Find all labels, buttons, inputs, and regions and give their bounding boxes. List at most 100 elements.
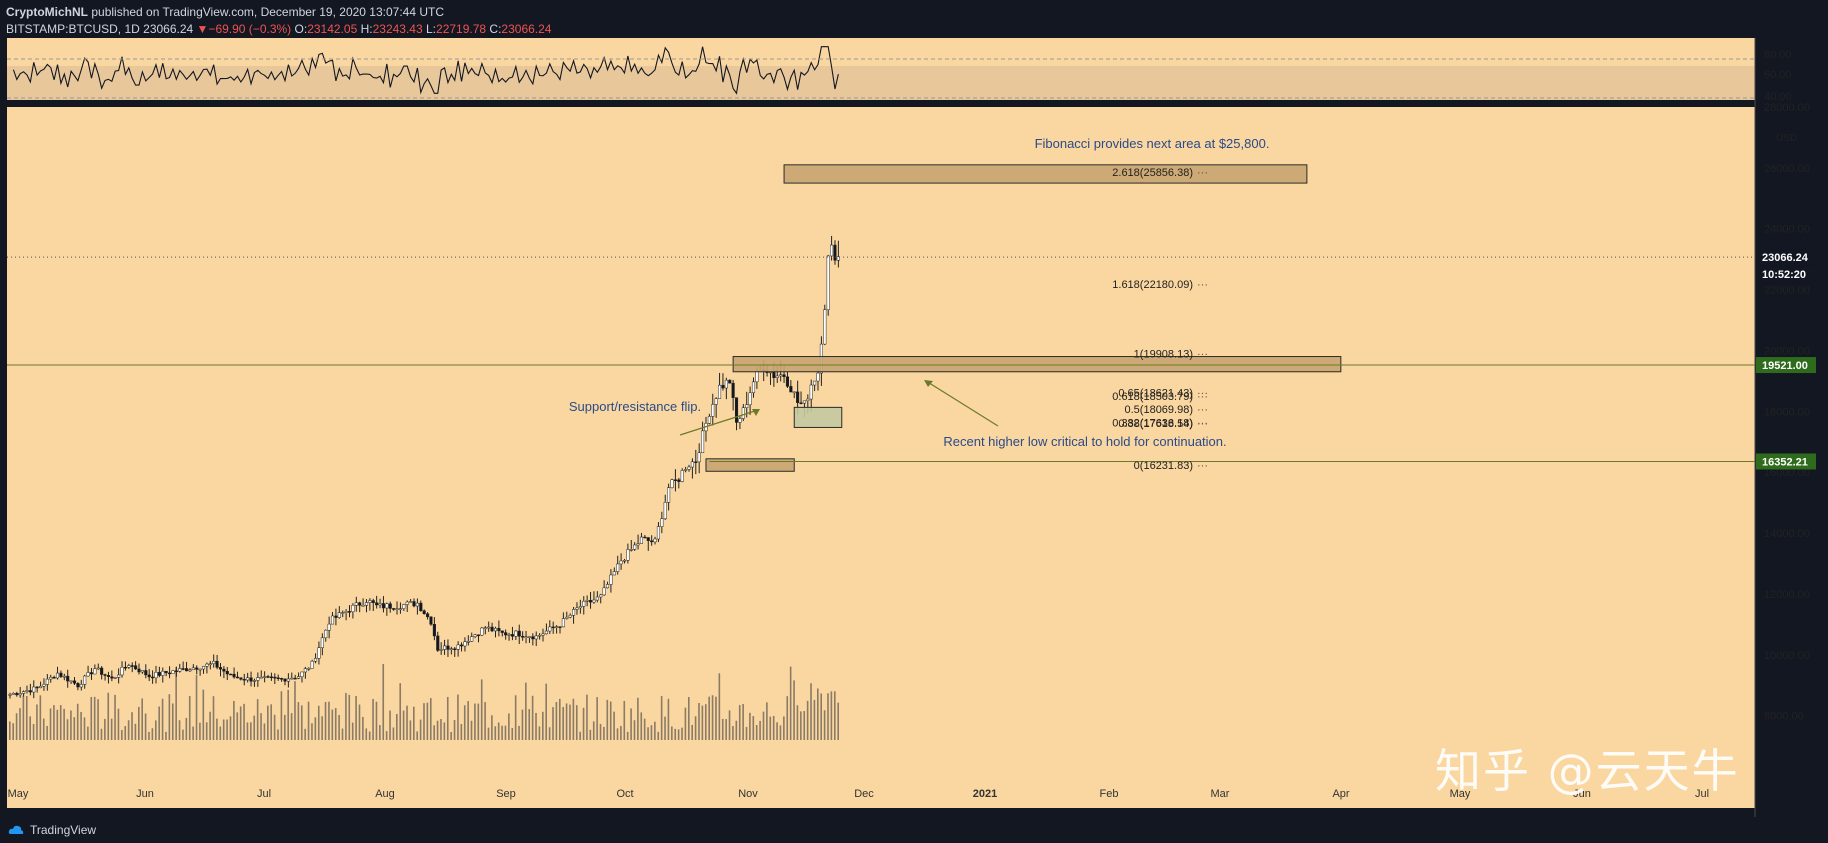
candle-up bbox=[470, 636, 474, 642]
volume-bar bbox=[294, 681, 296, 740]
candle-up bbox=[483, 627, 487, 629]
volume-bar bbox=[148, 731, 150, 740]
volume-bar bbox=[379, 725, 381, 740]
arrow-sr-flip bbox=[679, 409, 759, 436]
candle-down bbox=[35, 686, 39, 689]
candle-up bbox=[83, 675, 87, 685]
candle-up bbox=[738, 418, 742, 423]
volume-bar bbox=[42, 718, 45, 740]
volume-bar bbox=[606, 699, 609, 740]
candle-down bbox=[728, 379, 732, 384]
volume-bar bbox=[171, 703, 174, 740]
price-tick: 20000.00 bbox=[1764, 345, 1810, 357]
volume-bar bbox=[514, 695, 517, 740]
candle-down bbox=[195, 667, 199, 670]
candle-up bbox=[361, 604, 365, 607]
volume-bar bbox=[433, 725, 435, 740]
support-zone bbox=[705, 458, 795, 472]
volume-bar bbox=[650, 725, 653, 740]
volume-bar bbox=[494, 726, 497, 740]
month-tick: 2021 bbox=[973, 788, 997, 800]
candle-up bbox=[755, 370, 759, 383]
candle-down bbox=[734, 397, 739, 423]
candle-up bbox=[527, 636, 531, 638]
candle-up bbox=[836, 256, 840, 261]
tradingview-logo[interactable]: TradingView bbox=[8, 823, 96, 837]
candle-down bbox=[650, 540, 654, 543]
price-chart[interactable]: 2.618(25856.38) ··· 1.618(22180.09) ··· 1(19… bbox=[0, 38, 1828, 817]
volume-bar bbox=[97, 699, 99, 740]
volume-bar bbox=[796, 705, 799, 740]
candle-down bbox=[388, 603, 392, 609]
volume-bar bbox=[637, 697, 639, 740]
volume-bar bbox=[192, 726, 194, 740]
volume-bar bbox=[667, 698, 670, 740]
volume-bar bbox=[450, 731, 452, 740]
candle-down bbox=[772, 371, 776, 378]
candle-up bbox=[480, 627, 484, 636]
candle-up bbox=[290, 677, 294, 680]
price-tick: 18000.00 bbox=[1764, 406, 1810, 418]
volume-bar bbox=[470, 720, 473, 740]
volume-bar bbox=[708, 696, 710, 740]
candle-up bbox=[351, 605, 355, 613]
volume-bar bbox=[59, 705, 62, 740]
volume-bar bbox=[732, 726, 734, 740]
candle-up bbox=[330, 615, 335, 625]
candle-up bbox=[443, 645, 447, 650]
volume-bar bbox=[698, 702, 700, 740]
price-tick: 12000.00 bbox=[1764, 589, 1810, 601]
volume-bar bbox=[457, 694, 459, 740]
price-tick: 26000.00 bbox=[1764, 163, 1810, 175]
volume-bar bbox=[674, 728, 677, 740]
candle-up bbox=[297, 676, 301, 679]
candle-down bbox=[347, 611, 352, 613]
candle-up bbox=[507, 634, 511, 636]
candle-down bbox=[334, 615, 338, 618]
candle-up bbox=[354, 602, 358, 606]
volume-bar bbox=[694, 716, 697, 740]
volume-bar bbox=[188, 695, 191, 740]
candle-up bbox=[205, 663, 209, 667]
volume-bar bbox=[280, 691, 283, 740]
volume-bar bbox=[474, 703, 476, 740]
volume-bar bbox=[817, 688, 819, 740]
volume-bar bbox=[786, 696, 789, 740]
candle-up bbox=[745, 404, 749, 408]
volume-bar bbox=[616, 728, 619, 740]
candle-up bbox=[578, 606, 582, 609]
candle-up bbox=[555, 626, 559, 628]
candle-up bbox=[385, 603, 389, 609]
fib-dots: ··· bbox=[1197, 167, 1208, 179]
volume-bar bbox=[243, 703, 245, 740]
candle-up bbox=[514, 630, 518, 637]
volume-bar bbox=[375, 701, 378, 740]
candle-up bbox=[561, 618, 565, 628]
volume-bar bbox=[725, 719, 727, 740]
volume-bar bbox=[562, 706, 564, 740]
candle-down bbox=[426, 613, 430, 618]
volume-bar bbox=[742, 704, 744, 740]
volume-bar bbox=[80, 711, 82, 740]
candle-up bbox=[154, 672, 158, 679]
volume-bar bbox=[297, 702, 300, 740]
volume-bar bbox=[202, 689, 205, 740]
candle-down bbox=[174, 670, 178, 673]
volume-bar bbox=[216, 718, 218, 740]
volume-bar bbox=[596, 697, 598, 740]
volume-bar bbox=[263, 723, 266, 740]
candle-up bbox=[802, 400, 806, 404]
candle-up bbox=[718, 384, 722, 399]
arrow-higher-low bbox=[925, 380, 999, 427]
volume-bar bbox=[789, 666, 792, 740]
candle-down bbox=[134, 665, 138, 670]
candle-down bbox=[412, 601, 416, 607]
brand-label: TradingView bbox=[30, 823, 97, 837]
volume-bar bbox=[766, 702, 768, 740]
volume-bar bbox=[467, 701, 469, 740]
volume-bar bbox=[446, 696, 449, 740]
author-name[interactable]: CryptoMichNL bbox=[6, 5, 88, 19]
volume-bar bbox=[270, 704, 273, 740]
candle-up bbox=[86, 672, 90, 677]
volume-bar bbox=[542, 711, 544, 740]
